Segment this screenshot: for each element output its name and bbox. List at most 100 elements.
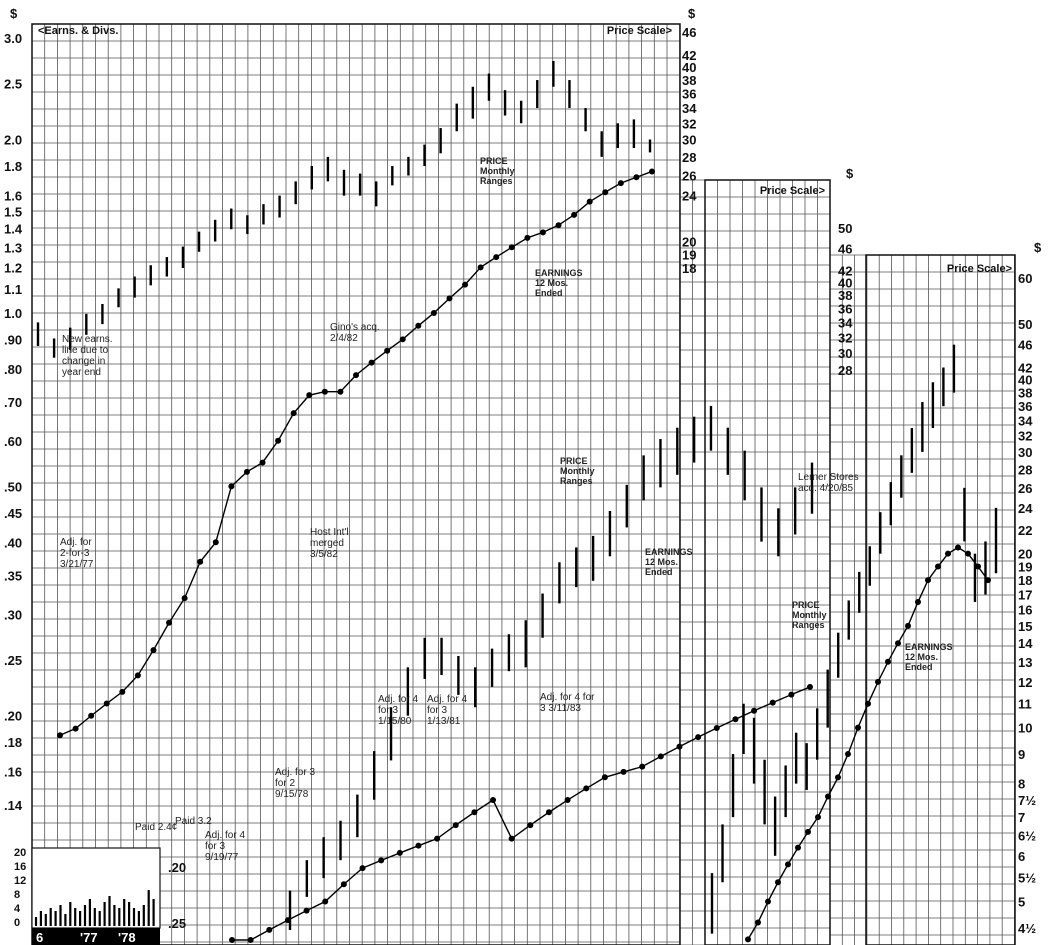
earnings-point (765, 898, 771, 905)
annotation-line: Adj. for 4 (378, 694, 418, 705)
earnings-point (415, 842, 422, 849)
earnings-point (539, 229, 546, 236)
right-tick-label-3: 6½ (1018, 829, 1036, 844)
right-tick-label-3: 15 (1018, 619, 1032, 634)
earnings-point (524, 234, 531, 241)
earnings-point (228, 483, 235, 490)
right-tick-label-3: 16 (1018, 603, 1032, 618)
earnings-point (322, 898, 329, 905)
right-axis-unit: $ (688, 6, 696, 21)
left-tick-label: 1.8 (4, 159, 22, 174)
left-tick-label: 2.0 (4, 132, 22, 147)
right-tick-label-2: 38 (838, 288, 852, 303)
annotation: Paid 2.4¢ (135, 822, 177, 833)
annotation-line: 3/21/77 (60, 559, 94, 570)
left-tick-label: 2.5 (4, 77, 22, 92)
annotation-line: 12 Mos. (645, 557, 678, 567)
x-axis-strip (32, 928, 160, 945)
annotation-line: for 2 (275, 778, 295, 789)
annotation-line: Gino's acq. (330, 322, 380, 333)
right-tick-label-3: 60 (1018, 271, 1032, 286)
annotation-line: 12 Mos. (905, 652, 938, 662)
right-tick-label-3: 12 (1018, 675, 1032, 690)
earnings-point (477, 264, 484, 271)
x-tick-label: 6 (36, 930, 43, 945)
annotation-line: 3 3/11/83 (540, 703, 581, 714)
earnings-point (508, 244, 515, 251)
earnings-point (564, 797, 571, 804)
right-tick-label-3: 9 (1018, 747, 1025, 762)
annotation-line: Ended (645, 567, 673, 577)
left-tick-label-inner: .20 (168, 860, 186, 875)
earnings-point (247, 937, 254, 943)
annotation-line: for 3 (427, 705, 447, 716)
annotation-line: EARNINGS (905, 642, 953, 652)
earnings-line-3 (747, 546, 989, 940)
left-tick-label: 1.3 (4, 240, 22, 255)
earnings-point (639, 763, 646, 770)
left-axis-unit: $ (10, 6, 18, 21)
annotation-line: New earns. (62, 334, 113, 345)
annotation-line: Ended (535, 288, 563, 298)
earnings-point (855, 724, 861, 731)
earnings-point (617, 180, 624, 187)
annotation-line: for 3 (378, 705, 398, 716)
annotation: Adj. for 4 for 3 3/11/83 (540, 692, 595, 714)
right-tick-label-3: 11 (1018, 697, 1032, 712)
earnings-line-1 (59, 170, 653, 736)
right-tick-label-3: 7½ (1018, 793, 1036, 808)
right-tick-label: 30 (682, 133, 696, 148)
earnings-line-2 (232, 686, 811, 941)
annotation: Lerner Stores acq. 4/20/85 (798, 472, 859, 494)
earnings-point (713, 725, 720, 732)
annotation-line: EARNINGS (535, 268, 583, 278)
right-tick-label-3: 36 (1018, 399, 1032, 414)
earnings-point (88, 712, 95, 719)
right-tick-label-3: 28 (1018, 462, 1032, 477)
right-tick-label-3: 8 (1018, 777, 1025, 792)
volume-tick-label: 4 (14, 903, 21, 915)
left-tick-label: .40 (4, 535, 22, 550)
annotation-line: Adj. for (60, 537, 92, 548)
earnings-point (905, 622, 911, 629)
earnings-point (197, 558, 204, 565)
left-tick-label: .20 (4, 709, 22, 724)
left-tick-label: .60 (4, 434, 22, 449)
annotation: Adj. for 4 for 3 9/19/77 (205, 830, 245, 863)
right-tick-label-2: 32 (838, 330, 852, 345)
earnings-point (571, 211, 578, 218)
earnings-point (769, 699, 776, 706)
right-tick-label-2: 46 (838, 241, 852, 256)
earnings-point (657, 753, 664, 760)
right-tick-label-3: 18 (1018, 573, 1032, 588)
earnings-point (555, 222, 562, 229)
right-tick-label: 32 (682, 116, 696, 131)
earnings-point (835, 774, 841, 781)
annotation-line: Ranges (792, 620, 825, 630)
right-tick-label-3: 6 (1018, 849, 1025, 864)
right-tick-label-3: 10 (1018, 721, 1032, 736)
annotation-line: 2-for-3 (60, 548, 90, 559)
right-axis-unit-3: $ (1034, 240, 1042, 255)
right-tick-label-3: 46 (1018, 338, 1032, 353)
right-axis-label-3: Price Scale> (947, 263, 1012, 275)
earnings-point (915, 598, 921, 605)
earnings-point (601, 774, 608, 781)
annotation-line: PRICE (792, 600, 820, 610)
earnings-point (885, 658, 891, 665)
annotation-line: 1/13/81 (427, 716, 461, 727)
earnings-point (732, 716, 739, 723)
annotation-line: EARNINGS (645, 547, 693, 557)
earnings-point (340, 881, 347, 888)
right-tick-label-2: 34 (838, 315, 853, 330)
annotation-line: Adj. for 4 for (540, 692, 595, 703)
earnings-point (72, 725, 79, 732)
earnings-point (815, 814, 821, 821)
earnings-point (935, 563, 941, 570)
volume-tick-label: 8 (14, 889, 20, 901)
right-tick-label: 20 (682, 234, 696, 249)
earnings-point (471, 809, 478, 816)
annotation-line: Lerner Stores (798, 472, 859, 483)
left-tick-label: .35 (4, 569, 22, 584)
panel-2-border (704, 179, 831, 945)
